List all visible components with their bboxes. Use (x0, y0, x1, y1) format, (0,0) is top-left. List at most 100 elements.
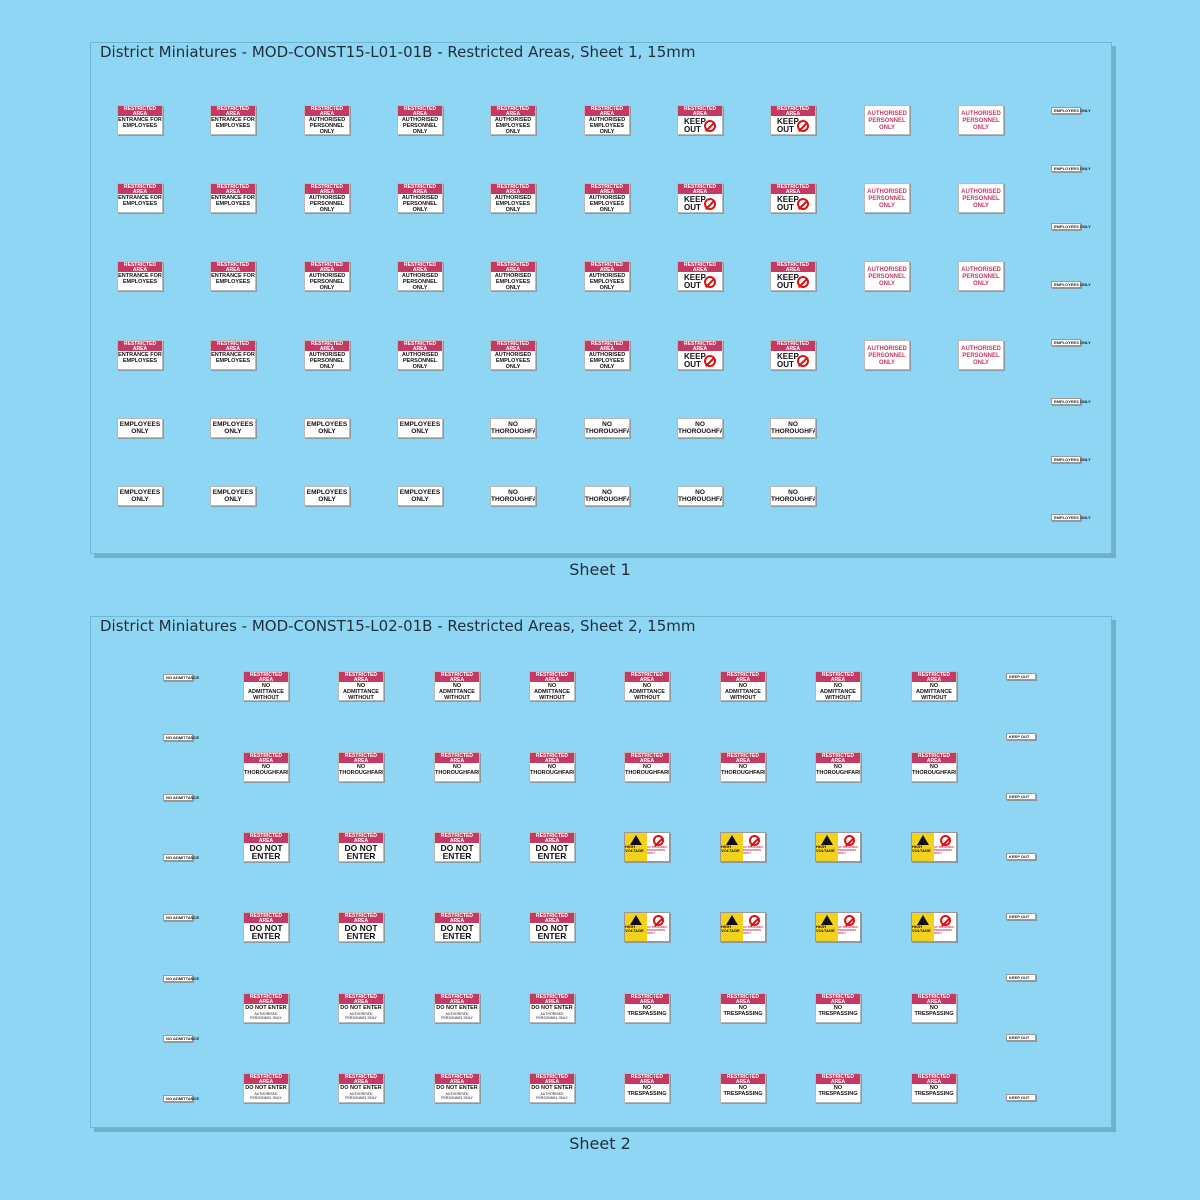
sign-header: RESTRICTED AREA (339, 1074, 383, 1085)
restricted-area-sign: RESTRICTED AREA AUTHORISED EMPLOYEES ONLY (584, 183, 630, 213)
restricted-area-sign: RESTRICTED AREA DO NOT ENTER (529, 912, 575, 942)
sign-body: NO THOROUGHFARE (771, 421, 815, 435)
sign-header: RESTRICTED AREA (491, 184, 535, 195)
sign-body: AUTHORISED PERSONNEL ONLY (961, 346, 1001, 366)
sign-body: AUTHORISED PERSONNEL ONLY (867, 111, 907, 131)
sign-header: RESTRICTED AREA (678, 262, 722, 273)
no-admittance-label: NO ADMITTANCE (163, 794, 199, 801)
high-voltage-panel: HIGH VOLTAGE (721, 913, 743, 941)
restricted-area-sign: RESTRICTED AREA DO NOT ENTER AUTHORISED PE… (243, 1073, 289, 1103)
sign-header: RESTRICTED AREA (244, 753, 288, 764)
employees-only-tiny-label: EMPLOYEES ONLY (1051, 107, 1091, 114)
sign-header: RESTRICTED AREA (530, 833, 574, 844)
sign-body: KEEP OUT (678, 194, 722, 212)
sign-body: AUTHORISED PERSONNEL ONLY (867, 267, 907, 287)
authorised-panel: AUTHORISED PERSONNEL ONLY (647, 833, 669, 861)
sign-header: RESTRICTED AREA (118, 341, 162, 352)
restricted-area-sign: RESTRICTED AREA AUTHORISED PERSONNEL ONLY (397, 340, 443, 370)
restricted-area-sign: RESTRICTED AREA AUTHORISED PERSONNEL ONLY (304, 105, 350, 135)
sign-body: DO NOT ENTER (245, 1085, 287, 1091)
sign-body: AUTHORISED PERSONNEL ONLY (308, 195, 346, 213)
no-thoroughfare-sign: NO THOROUGHFARE (770, 486, 816, 506)
sign-body: NO THOROUGHFARE (339, 764, 384, 776)
restricted-area-sign: RESTRICTED AREA DO NOT ENTER AUTHORISED PE… (338, 993, 384, 1023)
no-thoroughfare-sign: NO THOROUGHFARE (677, 486, 723, 506)
restricted-area-sign: RESTRICTED AREA NO THOROUGHFARE (911, 752, 957, 782)
restricted-area-sign: RESTRICTED AREA DO NOT ENTER AUTHORISED PE… (434, 993, 480, 1023)
keep-out-sign: RESTRICTED AREA KEEP OUT (677, 340, 723, 370)
sign-header: RESTRICTED AREA (816, 753, 860, 764)
sign-header: RESTRICTED AREA (625, 753, 669, 764)
keep-out-tiny-label: KEEP OUT (1006, 793, 1036, 800)
sign-header: RESTRICTED AREA (398, 262, 442, 273)
keep-out-text: KEEP OUT (684, 273, 706, 290)
authorised-panel: AUTHORISED PERSONNEL ONLY (647, 913, 669, 941)
no-pedestrian-icon (748, 835, 760, 846)
sign-header: RESTRICTED AREA (530, 994, 574, 1005)
high-voltage-sign: HIGH VOLTAGE AUTHORISED PERSONNEL ONLY (815, 832, 861, 862)
sign-body: AUTHORISED PERSONNEL ONLY (961, 267, 1001, 287)
high-voltage-text: HIGH VOLTAGE (816, 844, 835, 853)
sign-header: RESTRICTED AREA (912, 672, 956, 683)
no-pedestrian-icon (748, 915, 760, 926)
sign-body: AUTHORISED EMPLOYEES ONLY (588, 117, 626, 135)
sign-body: NO THOROUGHFARE (585, 421, 629, 435)
sign-body: AUTHORISED PERSONNEL ONLY (867, 189, 907, 209)
sign-body: KEEP OUT (771, 351, 815, 369)
sign-subtext: AUTHORISED PERSONNEL ONLY (441, 1092, 473, 1100)
restricted-area-sign: RESTRICTED AREA ENTRANCE FOR EMPLOYEES (117, 105, 163, 135)
restricted-area-sign: RESTRICTED AREA NO THOROUGHFARE (338, 752, 384, 782)
sign-header: RESTRICTED AREA (816, 1074, 860, 1085)
high-voltage-text: HIGH VOLTAGE (721, 924, 740, 933)
authorised-text: AUTHORISED PERSONNEL ONLY (743, 845, 763, 855)
authorised-panel: AUTHORISED PERSONNEL ONLY (743, 913, 765, 941)
sign-subtext: AUTHORISED PERSONNEL ONLY (536, 1092, 568, 1100)
no-thoroughfare-sign: NO THOROUGHFARE (584, 418, 630, 438)
sign-body: DO NOT ENTER (249, 843, 283, 861)
sign-header: RESTRICTED AREA (530, 753, 574, 764)
sign-body: KEEP OUT (771, 194, 815, 212)
employees-only-tiny-label: EMPLOYEES ONLY (1051, 223, 1091, 230)
sign-body: KEEP OUT (678, 351, 722, 369)
sign-subtext: AUTHORISED PERSONNEL ONLY (536, 1012, 568, 1020)
sign-body: KEEP OUT (678, 272, 722, 290)
high-voltage-icon (917, 915, 929, 925)
sign-header: RESTRICTED AREA (339, 672, 383, 683)
restricted-area-sign: RESTRICTED AREA AUTHORISED EMPLOYEES ONLY (490, 105, 536, 135)
keep-out-text: KEEP OUT (684, 117, 706, 134)
sign-header: RESTRICTED AREA (211, 341, 255, 352)
sign-header: RESTRICTED AREA (435, 994, 479, 1005)
sign-header: RESTRICTED AREA (305, 184, 349, 195)
authorised-text: AUTHORISED PERSONNEL ONLY (838, 925, 858, 935)
sign-header: RESTRICTED AREA (491, 262, 535, 273)
sign-body: NO ADMITTANCE WITHOUT AUTHORISATION (725, 683, 761, 701)
keep-out-text: KEEP OUT (684, 352, 706, 369)
keep-out-tiny-label: KEEP OUT (1006, 1094, 1036, 1101)
sign-header: RESTRICTED AREA (339, 833, 383, 844)
sign-header: RESTRICTED AREA (771, 341, 815, 352)
sign-body: AUTHORISED PERSONNEL ONLY (308, 352, 346, 370)
authorised-personnel-sign: AUTHORISED PERSONNEL ONLY (864, 105, 910, 135)
high-voltage-panel: HIGH VOLTAGE (816, 913, 838, 941)
sign-header: RESTRICTED AREA (530, 913, 574, 924)
keep-out-tiny-label: KEEP OUT (1006, 913, 1036, 920)
sign-body: NO THOROUGHFARE (678, 489, 722, 503)
no-admittance-label: NO ADMITTANCE (163, 914, 199, 921)
restricted-area-sign: RESTRICTED AREA ENTRANCE FOR EMPLOYEES (210, 183, 256, 213)
no-admittance-label: NO ADMITTANCE (163, 854, 199, 861)
no-pedestrian-icon (652, 915, 664, 926)
no-pedestrian-icon (704, 355, 716, 367)
restricted-area-sign: RESTRICTED AREA DO NOT ENTER AUTHORISED PE… (243, 993, 289, 1023)
sign-header: RESTRICTED AREA (118, 262, 162, 273)
sign-header: RESTRICTED AREA (530, 1074, 574, 1085)
sign-header: RESTRICTED AREA (771, 262, 815, 273)
sign-header: RESTRICTED AREA (491, 106, 535, 117)
no-pedestrian-icon (797, 355, 809, 367)
restricted-area-sign: RESTRICTED AREA AUTHORISED EMPLOYEES ONLY (584, 105, 630, 135)
sign-header: RESTRICTED AREA (305, 341, 349, 352)
sign-header: RESTRICTED AREA (244, 994, 288, 1005)
high-voltage-panel: HIGH VOLTAGE (912, 833, 934, 861)
authorised-panel: AUTHORISED PERSONNEL ONLY (743, 833, 765, 861)
